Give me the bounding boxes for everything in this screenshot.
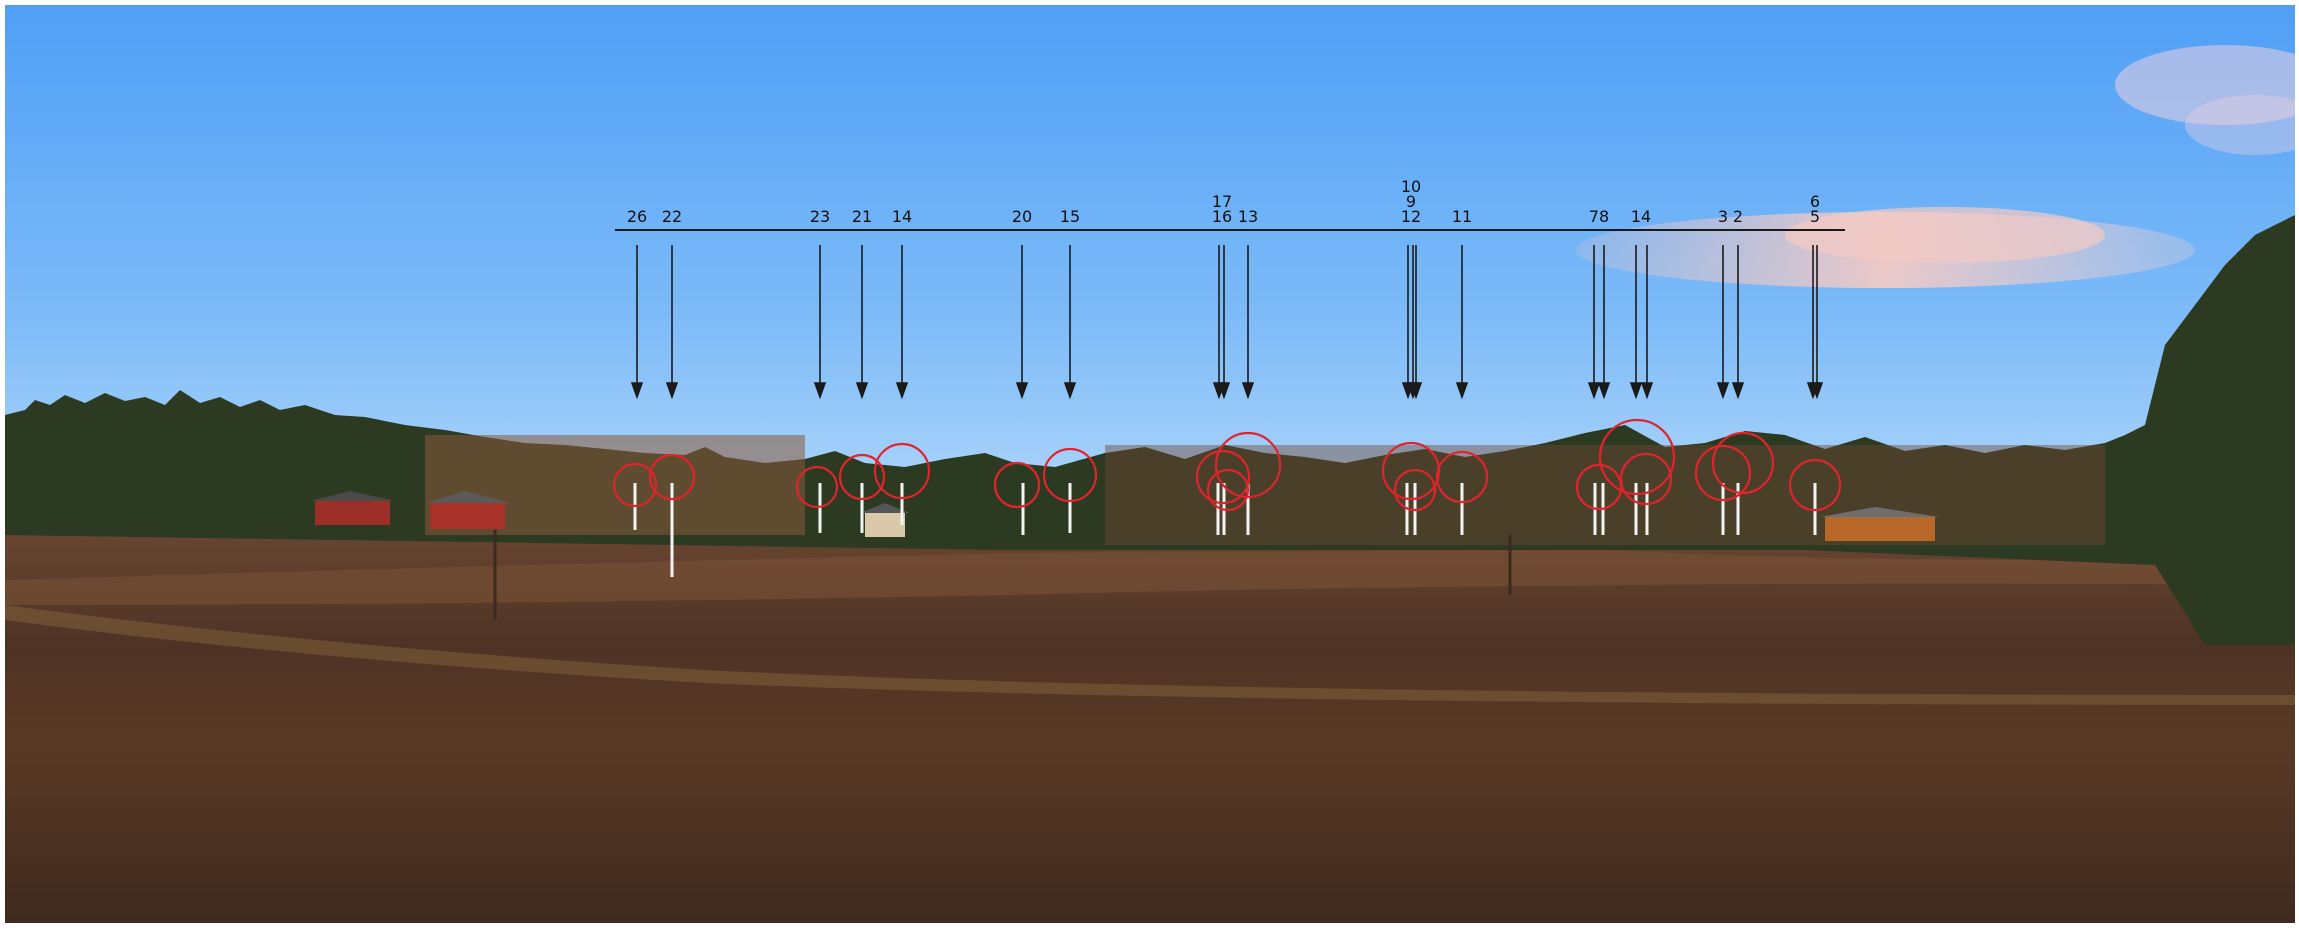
turbine-marker-circle-4 <box>873 442 931 500</box>
turbine-marker-circle-14 <box>1598 418 1676 496</box>
turbine-marker-circle-0 <box>612 462 658 508</box>
turbine-marker-circle-8 <box>1214 431 1282 499</box>
label-26: 26 <box>627 207 647 226</box>
label-15: 15 <box>1060 207 1080 226</box>
label-13: 13 <box>1238 207 1258 226</box>
label-10: 10 <box>1401 177 1421 196</box>
turbine-labels: 26 22 23 21 14 20 15 17 16 13 10 9 12 11… <box>627 177 1820 226</box>
arrow-head-6 <box>1063 382 1077 400</box>
arrow-head-8 <box>1217 382 1231 400</box>
label-78: 78 <box>1589 207 1609 226</box>
turbine-marker-circle-9 <box>1206 468 1250 512</box>
label-21: 21 <box>852 207 872 226</box>
turbine-marker-circle-5 <box>993 461 1041 509</box>
label-14b: 14 <box>1631 207 1651 226</box>
arrow-head-19 <box>1731 382 1745 400</box>
arrow-head-21 <box>1810 382 1824 400</box>
turbine-markers <box>612 418 1842 512</box>
arrow-head-17 <box>1640 382 1654 400</box>
turbine-marker-circle-10 <box>1381 441 1441 501</box>
label-23: 23 <box>810 207 830 226</box>
label-14a: 14 <box>892 207 912 226</box>
arrow-head-5 <box>1015 382 1029 400</box>
turbine-marker-circle-17 <box>1711 431 1775 495</box>
arrow-head-4 <box>895 382 909 400</box>
label-20: 20 <box>1012 207 1032 226</box>
label-11: 11 <box>1452 207 1472 226</box>
turbine-marker-circle-6 <box>1042 447 1098 503</box>
label-2: 2 <box>1733 207 1743 226</box>
arrow-head-2 <box>813 382 827 400</box>
turbine-marker-circle-3 <box>838 453 886 501</box>
turbine-marker-circle-11 <box>1393 468 1437 512</box>
field-ridge <box>5 550 2295 605</box>
arrow-head-1 <box>665 382 679 400</box>
label-3: 3 <box>1718 207 1728 226</box>
wind-turbine-visualization-photo: 26 22 23 21 14 20 15 17 16 13 10 9 12 11… <box>5 5 2295 923</box>
turbine-marker-circle-1 <box>648 453 696 501</box>
arrow-head-13 <box>1455 382 1469 400</box>
turbine-marker-circle-16 <box>1694 444 1752 502</box>
arrow-head-12 <box>1409 382 1423 400</box>
field-track <box>5 605 2295 705</box>
label-5: 5 <box>1810 207 1820 226</box>
label-6: 6 <box>1810 192 1820 211</box>
arrow-head-14 <box>1587 382 1601 400</box>
label-9: 9 <box>1406 192 1416 211</box>
label-22: 22 <box>662 207 682 226</box>
arrow-head-0 <box>630 382 644 400</box>
arrow-head-15 <box>1597 382 1611 400</box>
label-16: 16 <box>1212 207 1232 226</box>
power-poles <box>493 530 1512 620</box>
turbine-marker-circle-13 <box>1575 463 1623 511</box>
farm-buildings <box>310 491 1940 541</box>
arrow-head-18 <box>1716 382 1730 400</box>
label-12: 12 <box>1401 207 1421 226</box>
turbine-marker-circle-2 <box>795 465 839 509</box>
turbine-marker-circle-18 <box>1788 458 1842 512</box>
arrow-head-3 <box>855 382 869 400</box>
turbine-marker-circle-7 <box>1195 449 1251 505</box>
label-17: 17 <box>1212 192 1232 211</box>
turbine-marker-circle-12 <box>1435 450 1489 504</box>
turbine-marker-circle-15 <box>1619 452 1673 506</box>
arrow-head-9 <box>1241 382 1255 400</box>
turbine-arrows <box>630 245 1824 400</box>
arrow-head-16 <box>1629 382 1643 400</box>
